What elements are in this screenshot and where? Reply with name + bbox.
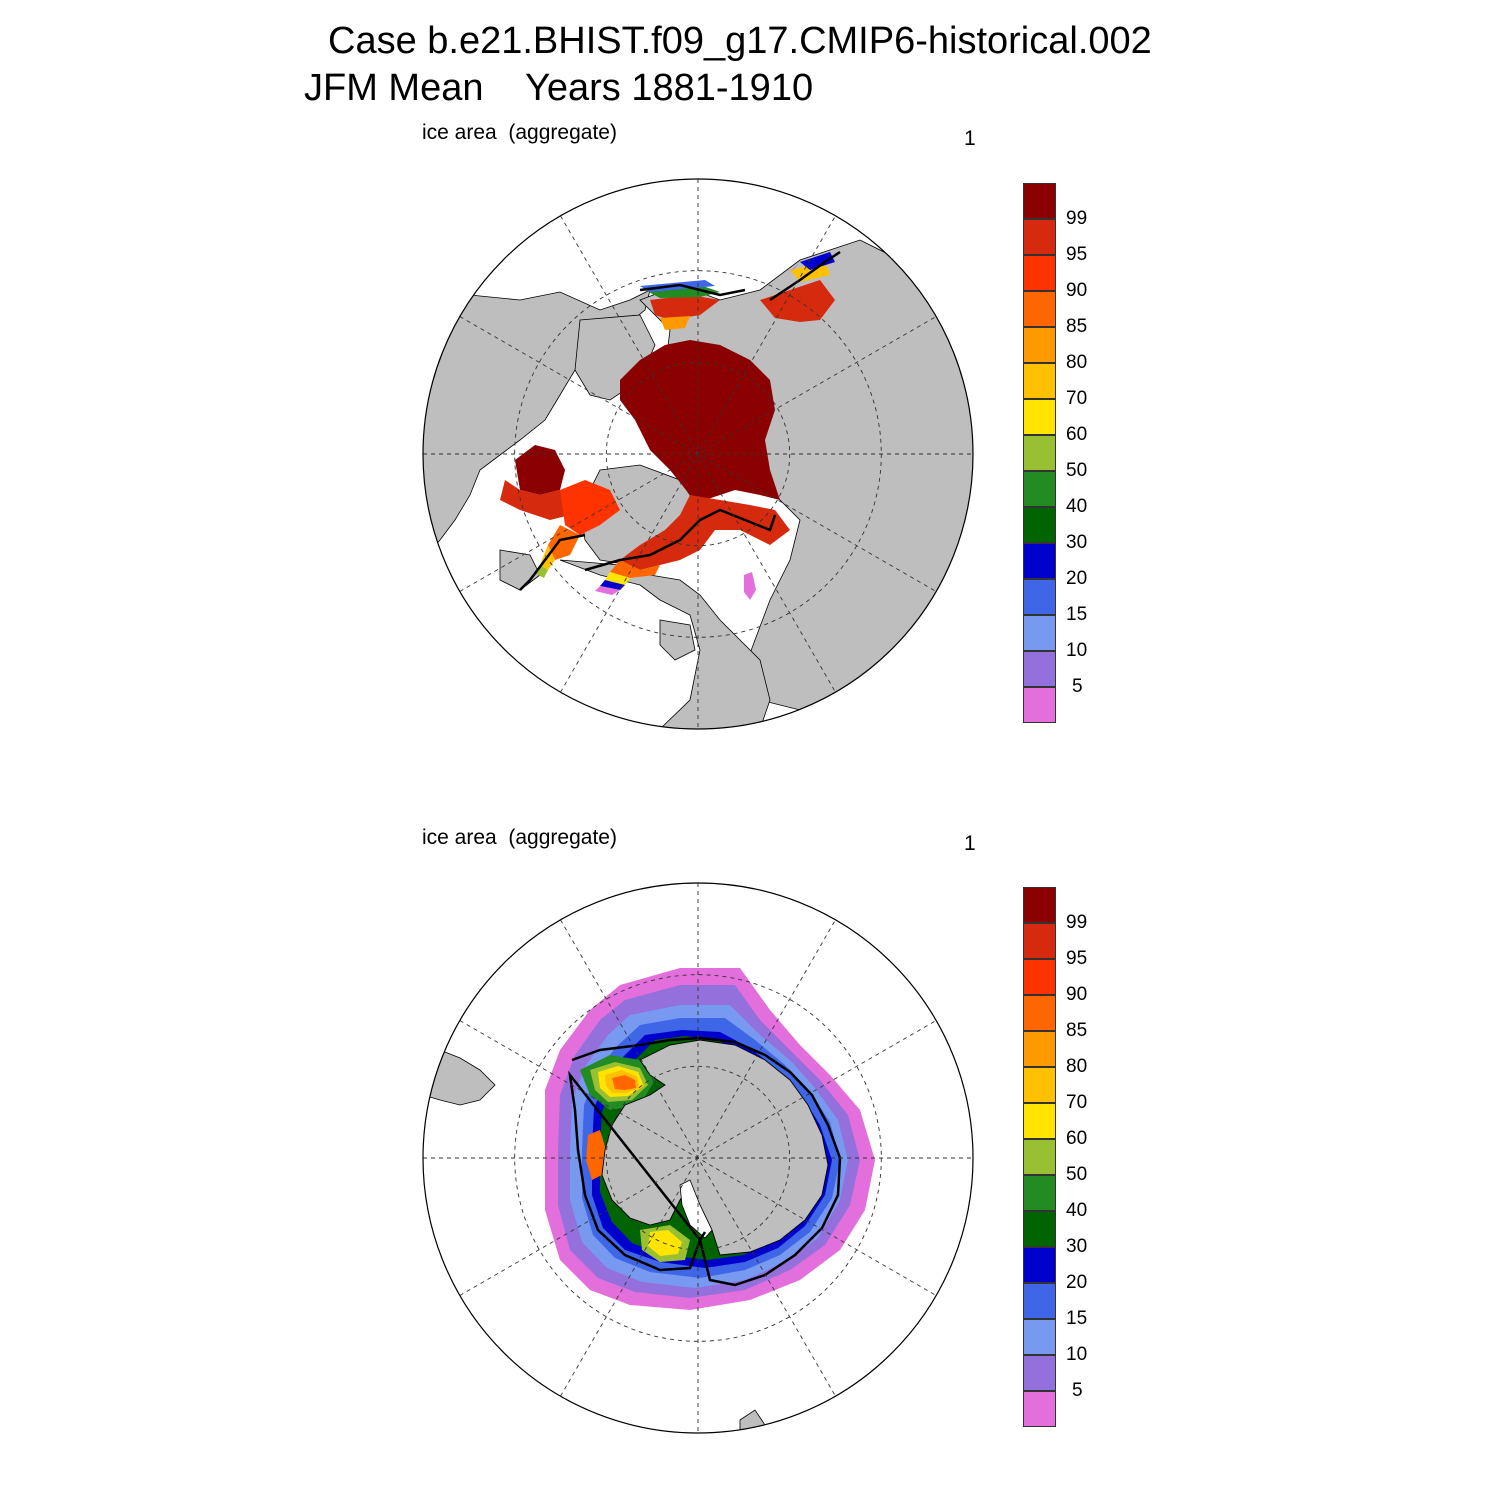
north-panel-left-label: ice area (aggregate)	[422, 121, 617, 144]
south-colorbar-swatch	[1023, 995, 1056, 1031]
north-colorbar-swatch	[1023, 435, 1056, 471]
north-colorbar-label: 80	[1066, 352, 1088, 373]
north-colorbar-label: 60	[1066, 424, 1088, 445]
south-colorbar-swatch	[1023, 1355, 1056, 1391]
north-colorbar-label: 5	[1072, 676, 1083, 697]
north-colorbar-label: 30	[1066, 532, 1088, 553]
north-colorbar-swatch	[1023, 579, 1056, 615]
north-colorbar-label: 50	[1066, 460, 1088, 481]
south-colorbar-label: 95	[1066, 948, 1088, 969]
north-colorbar-label: 99	[1066, 208, 1088, 229]
south-colorbar-label: 60	[1066, 1128, 1088, 1149]
south-colorbar-swatch	[1023, 1031, 1056, 1067]
north-colorbar-label: 70	[1066, 388, 1088, 409]
figure-title-case: Case b.e21.BHIST.f09_g17.CMIP6-historica…	[328, 20, 1152, 62]
south-colorbar-swatch	[1023, 923, 1056, 959]
north-panel-right-label: 1	[964, 127, 976, 150]
north-colorbar-swatch	[1023, 651, 1056, 687]
south-colorbar-label: 30	[1066, 1236, 1088, 1257]
north-colorbar-swatch	[1023, 183, 1056, 219]
north-colorbar-swatch	[1023, 687, 1056, 723]
south-colorbar-label: 15	[1066, 1308, 1088, 1329]
south-colorbar-swatch	[1023, 959, 1056, 995]
south-colorbar-swatch	[1023, 1319, 1056, 1355]
south-colorbar-swatch	[1023, 1175, 1056, 1211]
north-colorbar-label: 40	[1066, 496, 1088, 517]
south-america-tip	[423, 1049, 496, 1106]
north-colorbar-label: 10	[1066, 640, 1088, 661]
north-colorbar-swatch	[1023, 507, 1056, 543]
north-colorbar-swatch	[1023, 615, 1056, 651]
north-colorbar-swatch	[1023, 219, 1056, 255]
south-colorbar-label: 99	[1066, 912, 1088, 933]
south-colorbar-label: 90	[1066, 984, 1088, 1005]
south-graticule	[423, 883, 973, 1433]
south-colorbar-label: 50	[1066, 1164, 1088, 1185]
south-colorbar-swatch	[1023, 1283, 1056, 1319]
south-colorbar-label: 85	[1066, 1020, 1088, 1041]
south-panel-right-label: 1	[964, 832, 976, 855]
north-map-border	[422, 178, 974, 730]
north-colorbar-label: 20	[1066, 568, 1088, 589]
south-colorbar-label: 70	[1066, 1092, 1088, 1113]
south-colorbar-swatch	[1023, 1391, 1056, 1427]
south-colorbar-label: 5	[1072, 1380, 1083, 1401]
north-graticule	[423, 179, 973, 729]
north-colorbar-swatch	[1023, 543, 1056, 579]
south-colorbar-swatch	[1023, 1067, 1056, 1103]
north-colorbar-swatch	[1023, 291, 1056, 327]
figure-title-period: JFM Mean Years 1881-1910	[304, 67, 814, 109]
south-colorbar-swatch	[1023, 887, 1056, 923]
south-colorbar-swatch	[1023, 1103, 1056, 1139]
north-colorbar-label: 15	[1066, 604, 1088, 625]
north-colorbar-label: 95	[1066, 244, 1088, 265]
south-colorbar-swatch	[1023, 1139, 1056, 1175]
south-panel-left-label: ice area (aggregate)	[422, 826, 617, 849]
north-ice-edge-contour	[519, 250, 841, 591]
north-colorbar-swatch	[1023, 471, 1056, 507]
north-colorbar-label: 85	[1066, 316, 1088, 337]
south-map-border	[422, 882, 974, 1434]
north-colorbar-swatch	[1023, 363, 1056, 399]
south-ice-edge-contour	[568, 1036, 842, 1287]
south-colorbar-label: 80	[1066, 1056, 1088, 1077]
north-colorbar-swatch	[1023, 255, 1056, 291]
south-colorbar-label: 20	[1066, 1272, 1088, 1293]
south-polar-map	[422, 882, 974, 1434]
south-colorbar-label: 40	[1066, 1200, 1088, 1221]
north-colorbar-swatch	[1023, 327, 1056, 363]
north-colorbar-swatch	[1023, 399, 1056, 435]
north-colorbar-label: 90	[1066, 280, 1088, 301]
south-colorbar-label: 10	[1066, 1344, 1088, 1365]
south-colorbar-swatch	[1023, 1247, 1056, 1283]
north-polar-map	[422, 178, 974, 730]
south-colorbar-swatch	[1023, 1211, 1056, 1247]
